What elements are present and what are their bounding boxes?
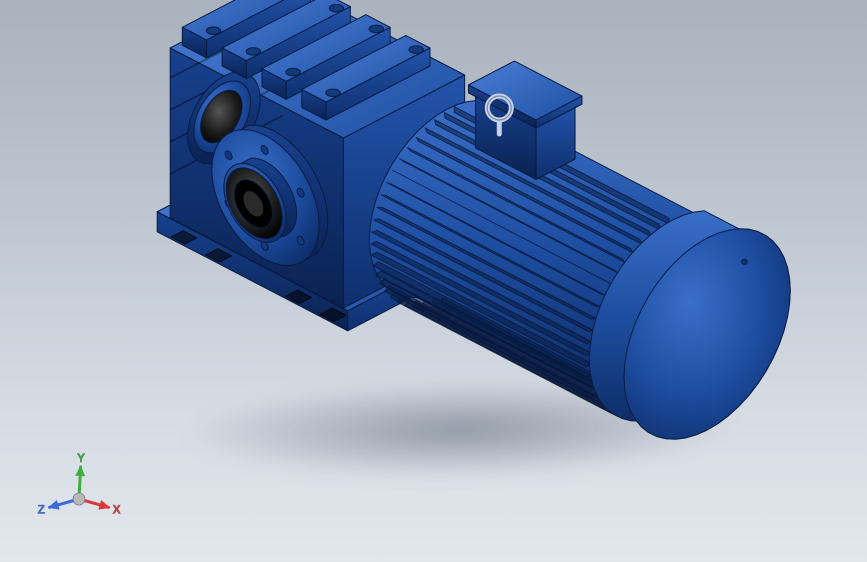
axis-triad[interactable]: Z X Y [34, 454, 124, 544]
axis-label-z: Z [38, 503, 45, 517]
axis-label-y: Y [77, 451, 85, 465]
axis-label-x: X [113, 503, 121, 517]
ground-shadow [157, 380, 764, 480]
cad-viewport[interactable]: Z X Y [0, 0, 867, 562]
